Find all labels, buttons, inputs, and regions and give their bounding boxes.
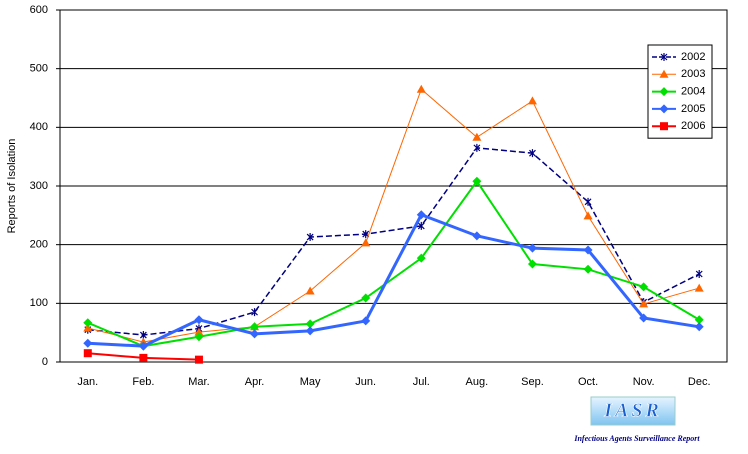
marker (527, 243, 537, 253)
logo-caption: Infectious Agents Surveillance Report (573, 434, 700, 443)
logo-box (590, 396, 676, 426)
marker (83, 323, 93, 332)
marker (583, 245, 593, 255)
marker (361, 293, 371, 303)
legend-marker (659, 69, 669, 78)
marker (306, 233, 314, 242)
x-tick-label: Feb. (132, 376, 154, 388)
marker (250, 329, 260, 339)
marker (416, 84, 426, 93)
marker (138, 341, 148, 351)
marker (472, 231, 482, 241)
marker (473, 143, 481, 152)
marker (194, 332, 204, 342)
x-tick-label: Mar. (188, 376, 209, 388)
marker (639, 282, 649, 292)
series-line (87, 179, 700, 348)
marker (695, 270, 703, 278)
marker (416, 210, 426, 220)
marker (83, 338, 93, 348)
marker (194, 315, 204, 325)
marker (639, 299, 649, 308)
legend-label: 2006 (681, 120, 705, 132)
x-tick-label: May (300, 376, 321, 388)
y-axis-label: Reports of Isolation (6, 139, 18, 234)
legend-label: 2002 (681, 51, 705, 63)
marker (83, 349, 92, 358)
x-tick-label: Nov. (633, 376, 655, 388)
series-line (87, 147, 700, 336)
marker (527, 96, 537, 105)
series-line (87, 212, 700, 348)
marker (527, 259, 537, 269)
marker (83, 318, 93, 328)
legend-label: 2005 (681, 103, 705, 115)
x-tick-label: Aug. (466, 376, 489, 388)
legend-label: 2004 (681, 86, 705, 98)
marker (361, 316, 371, 326)
marker (416, 253, 426, 263)
marker (250, 322, 260, 332)
x-tick-label: Jun. (355, 376, 376, 388)
marker (305, 286, 315, 295)
legend-marker (659, 104, 669, 114)
y-tick-label: 600 (30, 4, 48, 16)
x-tick-label: Jul. (413, 376, 430, 388)
marker (472, 132, 482, 141)
marker (529, 149, 536, 158)
marker (305, 326, 315, 336)
marker (472, 176, 482, 186)
x-tick-label: Sep. (521, 376, 544, 388)
marker (194, 327, 204, 336)
marker (583, 211, 593, 220)
marker (194, 355, 203, 364)
legend-marker (660, 122, 668, 131)
y-tick-label: 200 (30, 239, 48, 251)
legend-marker (659, 87, 669, 97)
legend-label: 2003 (681, 68, 705, 80)
series-line (87, 88, 700, 343)
marker (639, 313, 649, 323)
x-tick-label: Dec. (688, 376, 711, 388)
y-tick-label: 0 (42, 356, 48, 368)
marker (417, 221, 425, 230)
marker (694, 283, 704, 292)
y-tick-label: 300 (30, 180, 48, 192)
y-tick-label: 100 (30, 297, 48, 309)
legend-marker (660, 53, 668, 61)
marker (305, 319, 315, 329)
marker (584, 197, 592, 206)
marker (694, 322, 704, 332)
marker (251, 308, 258, 317)
logo: IASR (603, 400, 662, 422)
y-tick-label: 400 (30, 121, 48, 133)
marker (583, 264, 593, 274)
marker (361, 238, 371, 247)
x-tick-label: Jan. (77, 376, 98, 388)
x-tick-label: Apr. (245, 376, 265, 388)
marker (139, 353, 148, 362)
x-tick-label: Oct. (578, 376, 598, 388)
y-tick-label: 500 (30, 63, 48, 75)
marker (694, 315, 704, 325)
